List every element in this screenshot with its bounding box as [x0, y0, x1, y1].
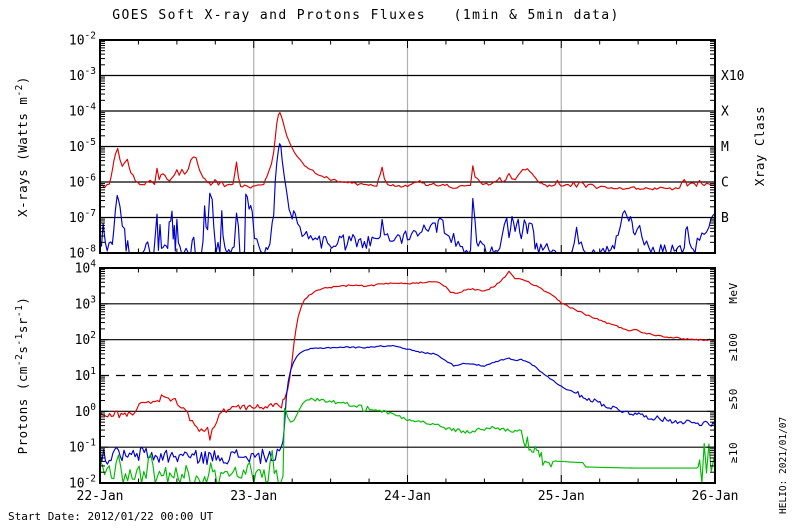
- energy-label: ≥10: [727, 442, 740, 463]
- y-tick-label: 10-4: [69, 102, 96, 120]
- y-tick-label: 104: [75, 259, 97, 277]
- energy-label: ≥50: [727, 388, 740, 409]
- xray-class-axis-label: Xray Class: [752, 106, 767, 186]
- series-xray_long: [99, 112, 716, 191]
- y-tick-label: 10-7: [69, 208, 96, 226]
- energy-label: MeV: [727, 282, 740, 303]
- xray-class-label: B: [721, 211, 729, 226]
- y-axis-title: X-rays (Watts m-2): [14, 76, 30, 217]
- y-tick-label: 10-6: [69, 173, 96, 191]
- series-protons_ge100: [99, 397, 716, 484]
- panel-xray: 10-210-310-410-510-610-710-8X-rays (Watt…: [14, 31, 744, 262]
- series-xray_short: [99, 143, 716, 254]
- y-axis-title: Protons (cm-2s-1sr-1): [14, 297, 30, 455]
- x-tick-label: 23-Jan: [230, 489, 277, 504]
- energy-label: ≥100: [727, 333, 740, 362]
- y-tick-label: 101: [75, 366, 97, 384]
- credit-watermark: HELIO: 2021/01/07: [778, 417, 789, 514]
- x-tick-label: 24-Jan: [384, 489, 431, 504]
- x-tick-label: 22-Jan: [77, 489, 124, 504]
- xray-class-label: X: [721, 105, 729, 120]
- y-tick-label: 102: [75, 330, 96, 348]
- start-date-label: Start Date: 2012/01/22 00:00 UT: [8, 510, 214, 523]
- y-tick-label: 10-5: [69, 137, 96, 155]
- chart-title: GOES Soft X-ray and Protons Fluxes (1min…: [112, 8, 619, 23]
- plot-generated-content: 10-210-310-410-510-610-710-8X-rays (Watt…: [14, 31, 744, 505]
- y-tick-label: 10-2: [69, 31, 96, 49]
- y-tick-label: 10-3: [69, 66, 96, 84]
- x-tick-label: 26-Jan: [692, 489, 739, 504]
- xray-class-label: X10: [721, 69, 744, 84]
- y-tick-label: 100: [75, 402, 97, 420]
- xray-class-label: M: [721, 140, 729, 155]
- y-tick-label: 103: [75, 294, 96, 312]
- x-tick-label: 25-Jan: [538, 489, 585, 504]
- xray-class-label: C: [721, 176, 729, 191]
- series-protons_ge10: [99, 270, 716, 441]
- series-protons_ge50: [99, 344, 716, 465]
- y-tick-label: 10-1: [69, 438, 96, 456]
